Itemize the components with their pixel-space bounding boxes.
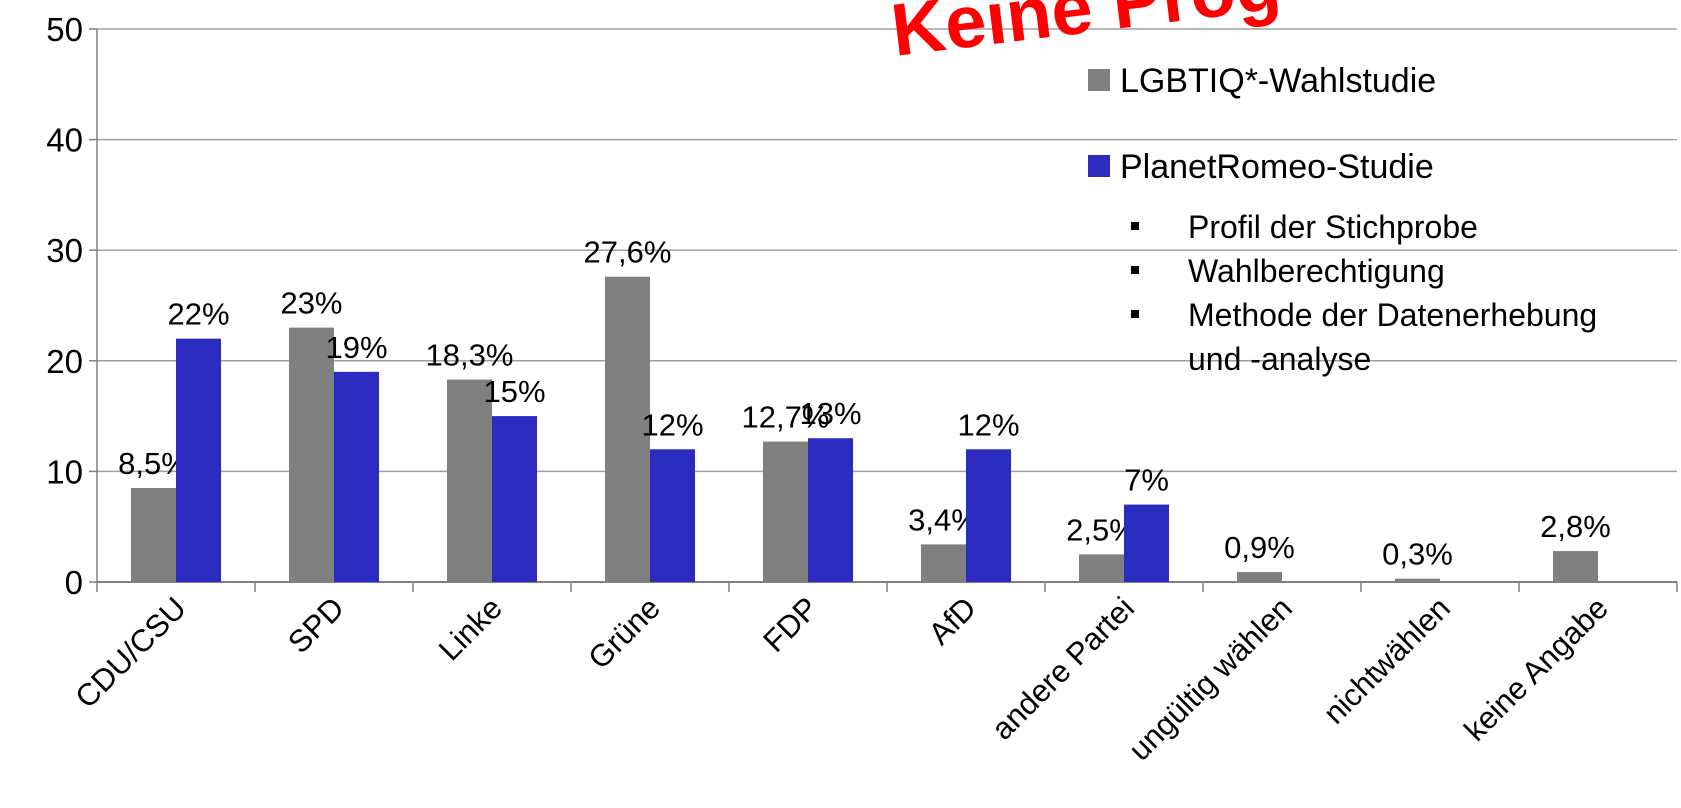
bar bbox=[604, 276, 650, 582]
data-label: 12% bbox=[957, 407, 1019, 442]
bar bbox=[650, 449, 696, 582]
bar bbox=[130, 487, 176, 582]
x-tick-label: keine Angabe bbox=[1457, 590, 1615, 748]
y-tick-label: 50 bbox=[46, 11, 83, 48]
bar bbox=[1552, 551, 1598, 582]
bar bbox=[966, 449, 1012, 582]
bar bbox=[920, 544, 966, 582]
x-tick-label: AfD bbox=[922, 590, 983, 651]
data-label: 7% bbox=[1124, 463, 1169, 498]
bar bbox=[762, 441, 808, 582]
bar bbox=[1078, 554, 1124, 582]
x-tick-label: Grüne bbox=[581, 590, 667, 676]
x-tick-label: Linke bbox=[432, 590, 509, 667]
bar bbox=[288, 327, 334, 582]
note-item: Wahlberechtigung bbox=[1128, 249, 1658, 293]
x-tick-label: CDU/CSU bbox=[68, 590, 193, 715]
data-label: 23% bbox=[280, 286, 342, 321]
bar bbox=[492, 416, 538, 582]
data-label: 22% bbox=[167, 297, 229, 332]
bar bbox=[446, 379, 492, 582]
y-tick-label: 0 bbox=[65, 564, 83, 601]
bar bbox=[176, 338, 222, 582]
data-label: 12% bbox=[641, 407, 703, 442]
data-label: 12,7% bbox=[742, 400, 830, 435]
y-tick-label: 20 bbox=[46, 343, 83, 380]
x-tick-label: SPD bbox=[281, 590, 351, 660]
data-label: 13% bbox=[799, 396, 861, 431]
data-label: 2,8% bbox=[1540, 509, 1611, 544]
data-label: 15% bbox=[483, 374, 545, 409]
y-tick-label: 10 bbox=[46, 453, 83, 490]
x-tick-label: andere Partei bbox=[985, 590, 1141, 746]
bar bbox=[1394, 578, 1440, 582]
note-item: Methode der Datenerhebung und -analyse bbox=[1128, 293, 1658, 381]
x-tick-label: ungültig wählen bbox=[1122, 590, 1299, 767]
y-tick-label: 40 bbox=[46, 122, 83, 159]
bar bbox=[808, 438, 854, 582]
bar bbox=[1236, 572, 1282, 582]
legend-swatch bbox=[1088, 69, 1110, 91]
data-label: 18,3% bbox=[426, 338, 514, 373]
legend-label: PlanetRomeo-Studie bbox=[1120, 148, 1434, 186]
x-tick-label: nichtwählen bbox=[1316, 590, 1457, 731]
x-tick-label: FDP bbox=[756, 590, 825, 659]
y-tick-label: 30 bbox=[46, 232, 83, 269]
bar bbox=[1124, 504, 1170, 582]
legend-label: LGBTIQ*-Wahlstudie bbox=[1120, 62, 1436, 100]
note-item: Profil der Stichprobe bbox=[1128, 205, 1658, 249]
data-label: 0,9% bbox=[1224, 530, 1295, 565]
data-label: 19% bbox=[325, 330, 387, 365]
legend-swatch bbox=[1088, 155, 1110, 177]
data-label: 0,3% bbox=[1382, 537, 1453, 572]
data-label: 27,6% bbox=[584, 235, 672, 270]
bar bbox=[334, 371, 380, 582]
notes-list: Profil der Stichprobe Wahlberechtigung Met… bbox=[1128, 205, 1681, 381]
